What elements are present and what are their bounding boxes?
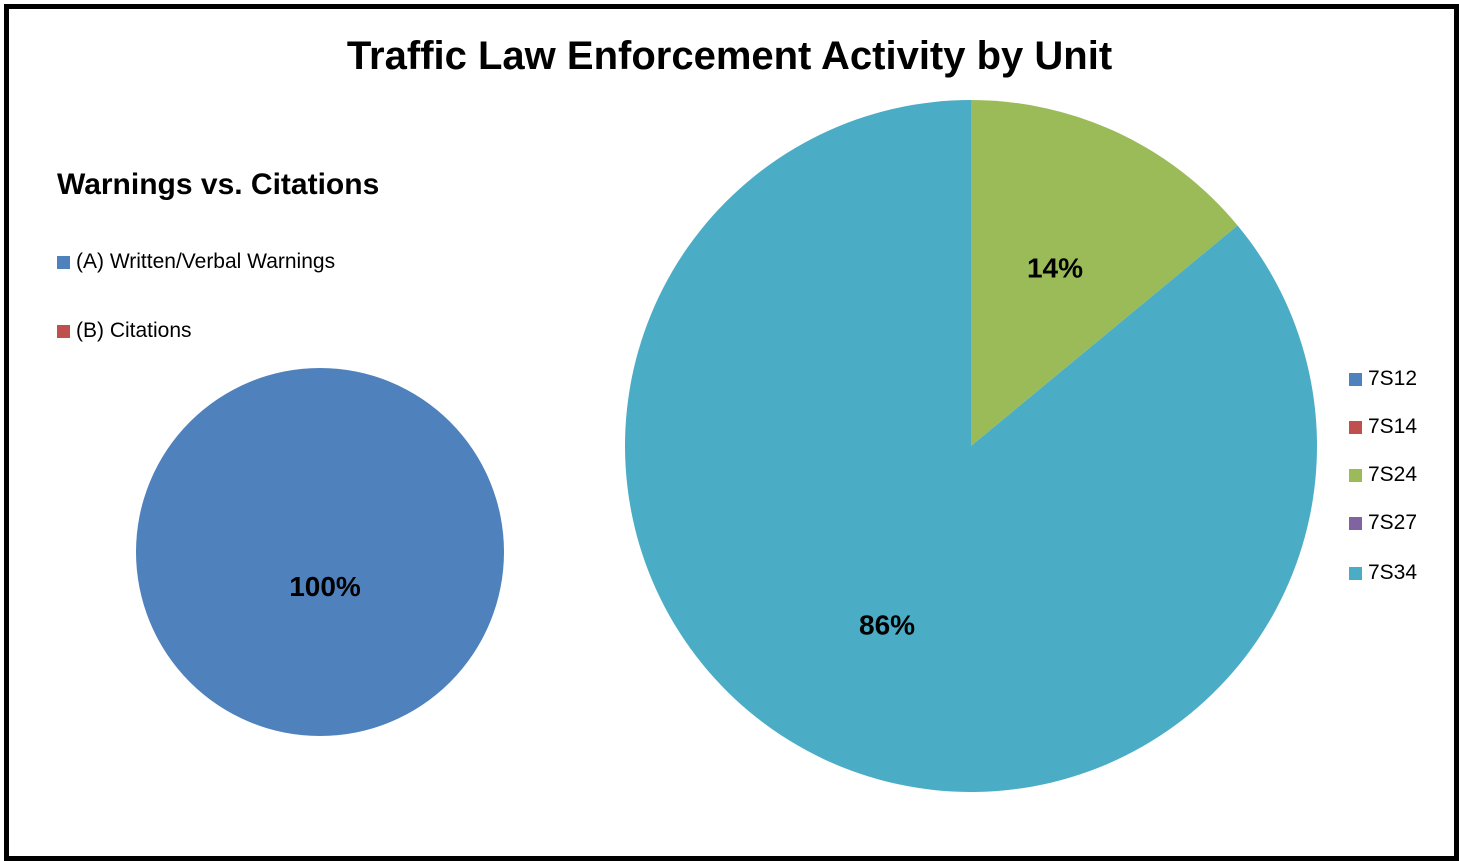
- legend-swatch-citations: [57, 324, 70, 338]
- legend-label-citations: (B) Citations: [76, 319, 192, 342]
- pie-slice-a-written-verbal-warnings: [136, 368, 504, 736]
- data-label-a-written-verbal-warnings: 100%: [289, 571, 361, 602]
- pie-slice-7s24: [971, 100, 1238, 446]
- legend-label-7s27: 7S27: [1368, 511, 1418, 534]
- data-label-7s24: 14%: [1027, 253, 1083, 284]
- data-label-7s34: 86%: [859, 609, 915, 640]
- legend-item-citations: (B) Citations: [57, 319, 192, 343]
- legend-label-warnings: (A) Written/Verbal Warnings: [76, 250, 336, 273]
- legend-swatch-7s12: [1349, 372, 1362, 386]
- legend-label-7s12: 7S12: [1368, 367, 1418, 390]
- legend-swatch-7s27: [1349, 516, 1362, 530]
- legend-item-7s14: 7S14: [1349, 415, 1417, 439]
- legend-item-7s27: 7S27: [1349, 511, 1417, 535]
- pie-slice-7s34: [624, 100, 1317, 792]
- legend-swatch-7s34: [1349, 566, 1362, 580]
- left-chart-title: Warnings vs. Citations: [57, 168, 380, 201]
- legend-item-7s34: 7S34: [1349, 561, 1417, 585]
- legend-item-7s24: 7S24: [1349, 463, 1417, 487]
- legend-swatch-warnings: [57, 255, 70, 269]
- legend-label-7s24: 7S24: [1368, 463, 1418, 486]
- legend-label-7s14: 7S14: [1368, 415, 1418, 438]
- legend-swatch-7s24: [1349, 468, 1362, 482]
- chart-title: Traffic Law Enforcement Activity by Unit: [346, 34, 1113, 78]
- legend-label-7s34: 7S34: [1368, 561, 1418, 584]
- legend-item-7s12: 7S12: [1349, 367, 1417, 391]
- legend-item-warnings: (A) Written/Verbal Warnings: [57, 250, 335, 274]
- legend-swatch-7s14: [1349, 420, 1362, 434]
